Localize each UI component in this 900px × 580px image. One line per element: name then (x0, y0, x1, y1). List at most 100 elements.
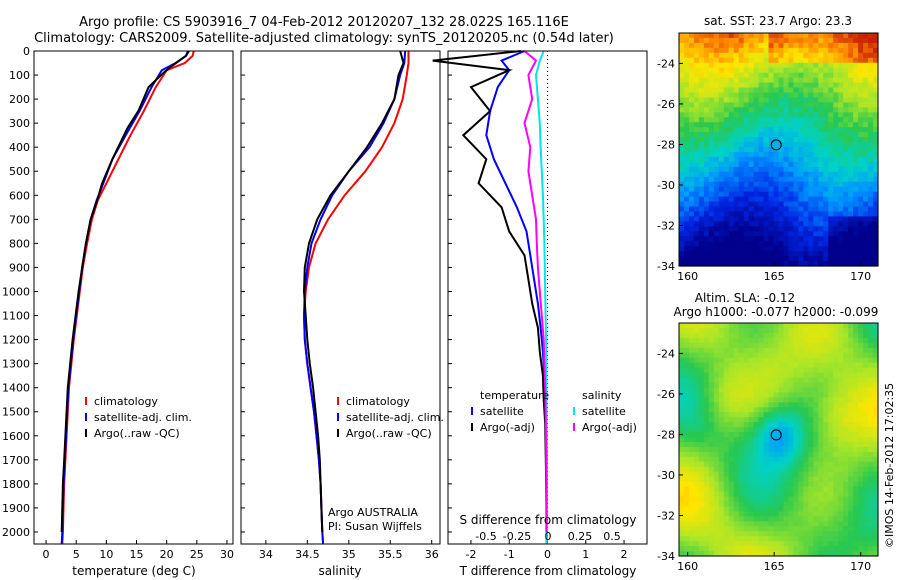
heatmap-cell (778, 241, 785, 247)
heatmap-cell (803, 206, 809, 213)
heatmap-cell (743, 132, 750, 138)
heatmap-cell (708, 511, 715, 517)
sst-map-panel: sat. SST: 23.7 Argo: 23.3 160 165 170-24-2… (657, 14, 879, 283)
heatmap-cell (758, 476, 765, 483)
heatmap-cell (803, 481, 809, 488)
heatmap-cell (693, 117, 700, 123)
heatmap-cell (808, 422, 814, 428)
heatmap-cell (848, 536, 854, 542)
heatmap-cell (688, 516, 695, 522)
heatmap-cell (798, 367, 804, 374)
heatmap-cell (853, 211, 859, 218)
heatmap-cell (718, 201, 725, 208)
heatmap-cell (833, 216, 839, 222)
heatmap-cell (793, 551, 799, 557)
heatmap-cell (823, 496, 829, 503)
heatmap-cell (818, 486, 824, 493)
heatmap-cell (773, 122, 780, 128)
heatmap-cell (798, 392, 804, 398)
heatmap-cell (843, 407, 849, 413)
heatmap-cell (803, 521, 809, 527)
heatmap-cell (773, 33, 780, 39)
heatmap-cell (728, 196, 735, 203)
heatmap-cell (688, 72, 695, 79)
heatmap-cell (683, 236, 690, 242)
heatmap-cell (748, 231, 755, 237)
heatmap-cell (778, 166, 785, 173)
heatmap-cell (748, 392, 755, 398)
heatmap-cell (838, 241, 844, 247)
heatmap-cell (848, 516, 854, 522)
sla-map-panel: Altim. SLA: -0.12 Argo h1000: -0.077 h20… (657, 291, 879, 573)
heatmap-cell (818, 382, 824, 389)
heatmap-cell (823, 246, 829, 252)
heatmap-cell (853, 226, 859, 232)
heatmap-cell (728, 407, 735, 413)
heatmap-cell (863, 246, 869, 252)
heatmap-cell (863, 481, 869, 488)
heatmap-cell (738, 142, 745, 148)
heatmap-cell (688, 122, 695, 128)
heatmap-cell (718, 211, 725, 218)
heatmap-cell (679, 357, 685, 364)
heatmap-cell (758, 352, 765, 359)
heatmap-cell (698, 496, 705, 503)
heatmap-cell (683, 466, 690, 473)
heatmap-cell (753, 437, 760, 443)
heatmap-cell (708, 377, 715, 384)
heatmap-cell (778, 206, 785, 213)
heatmap-cell (808, 481, 814, 488)
heatmap-cell (868, 422, 874, 428)
heatmap-cell (698, 546, 705, 552)
heatmap-cell (703, 377, 710, 384)
heatmap-cell (733, 456, 740, 463)
heatmap-cell (798, 112, 804, 118)
heatmap-cell (753, 52, 760, 59)
heatmap-cell (858, 546, 864, 552)
heatmap-cell (868, 37, 874, 44)
heatmap-cell (738, 107, 745, 113)
heatmap-cell (788, 481, 795, 488)
heatmap-cell (723, 511, 730, 517)
heatmap-cell (833, 342, 839, 349)
heatmap-cell (723, 127, 730, 133)
heatmap-cell (693, 496, 700, 503)
heatmap-cell (873, 72, 879, 79)
heatmap-cell (763, 112, 770, 118)
heatmap-cell (813, 481, 819, 488)
heatmap-cell (793, 216, 799, 222)
heatmap-cell (718, 337, 725, 344)
heatmap-cell (708, 491, 715, 498)
heatmap-cell (679, 511, 685, 517)
heatmap-cell (773, 521, 780, 527)
heatmap-cell (723, 52, 730, 59)
heatmap-cell (783, 496, 790, 503)
heatmap-cell (828, 47, 834, 54)
heatmap-cell (773, 461, 780, 468)
heatmap-cell (768, 196, 775, 203)
heatmap-cell (818, 546, 824, 552)
heatmap-cell (858, 102, 864, 108)
heatmap-cell (808, 476, 814, 483)
heatmap-cell (848, 196, 854, 203)
heatmap-cell (683, 226, 690, 232)
heatmap-cell (788, 42, 795, 49)
heatmap-cell (838, 481, 844, 488)
heatmap-cell (778, 471, 785, 478)
heatmap-cell (763, 332, 770, 339)
heatmap-cell (693, 407, 700, 413)
heatmap-cell (853, 77, 859, 84)
heatmap-cell (788, 456, 795, 463)
heatmap-cell (788, 33, 795, 39)
heatmap-cell (838, 206, 844, 213)
heatmap-cell (868, 516, 874, 522)
heatmap-cell (703, 82, 710, 89)
heatmap-cell (808, 377, 814, 384)
heatmap-cell (778, 256, 785, 262)
heatmap-cell (713, 261, 720, 267)
heatmap-cell (698, 521, 705, 527)
heatmap-cell (863, 387, 869, 394)
heatmap-cell (738, 432, 745, 438)
heatmap-cell (793, 362, 799, 369)
heatmap-cell (823, 156, 829, 163)
